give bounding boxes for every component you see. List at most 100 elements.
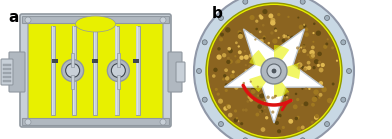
- Circle shape: [305, 88, 307, 90]
- Circle shape: [229, 59, 233, 64]
- Circle shape: [308, 88, 310, 90]
- Circle shape: [286, 99, 289, 103]
- Circle shape: [312, 32, 315, 34]
- Circle shape: [301, 104, 303, 106]
- FancyBboxPatch shape: [176, 62, 185, 82]
- Circle shape: [225, 76, 229, 81]
- Circle shape: [298, 35, 301, 37]
- Circle shape: [234, 118, 238, 122]
- Circle shape: [251, 89, 256, 94]
- Circle shape: [274, 95, 277, 98]
- Bar: [22, 16, 169, 23]
- Circle shape: [238, 32, 242, 36]
- Circle shape: [234, 55, 236, 57]
- Circle shape: [311, 103, 315, 107]
- Circle shape: [300, 0, 305, 4]
- Bar: [71, 53, 74, 66]
- Circle shape: [250, 81, 252, 83]
- Bar: [115, 26, 117, 115]
- Circle shape: [270, 20, 276, 26]
- Circle shape: [297, 62, 303, 68]
- Circle shape: [287, 36, 290, 39]
- Circle shape: [196, 69, 201, 74]
- Circle shape: [325, 121, 330, 126]
- Circle shape: [257, 104, 262, 109]
- Circle shape: [249, 35, 254, 39]
- Circle shape: [232, 78, 234, 81]
- Circle shape: [295, 39, 298, 42]
- Circle shape: [25, 17, 31, 23]
- Circle shape: [238, 45, 240, 48]
- Circle shape: [234, 85, 238, 90]
- Circle shape: [277, 13, 280, 16]
- Circle shape: [319, 81, 323, 85]
- Circle shape: [287, 16, 290, 18]
- Circle shape: [216, 54, 221, 60]
- Circle shape: [217, 47, 221, 51]
- Circle shape: [244, 55, 249, 60]
- Circle shape: [247, 94, 252, 99]
- Circle shape: [272, 110, 276, 115]
- Circle shape: [331, 46, 334, 49]
- Circle shape: [270, 31, 274, 35]
- Circle shape: [228, 113, 232, 117]
- Circle shape: [319, 93, 323, 97]
- Circle shape: [262, 9, 268, 14]
- Circle shape: [308, 77, 312, 80]
- Bar: [22, 118, 169, 125]
- Circle shape: [315, 114, 319, 118]
- Circle shape: [264, 101, 266, 103]
- Circle shape: [225, 83, 228, 86]
- Circle shape: [301, 126, 305, 129]
- Bar: [52, 59, 58, 63]
- Circle shape: [236, 59, 240, 63]
- Circle shape: [265, 116, 269, 119]
- Circle shape: [289, 119, 293, 124]
- Bar: [133, 59, 139, 63]
- Circle shape: [218, 15, 223, 20]
- Circle shape: [247, 100, 249, 103]
- Circle shape: [318, 61, 321, 64]
- Bar: [3, 76, 11, 78]
- Ellipse shape: [65, 64, 80, 78]
- Circle shape: [294, 117, 298, 120]
- Circle shape: [271, 96, 274, 99]
- Circle shape: [347, 69, 352, 74]
- Circle shape: [227, 57, 230, 60]
- Circle shape: [243, 138, 248, 139]
- Circle shape: [267, 95, 270, 99]
- Circle shape: [240, 55, 244, 60]
- Circle shape: [301, 72, 306, 77]
- Text: a: a: [8, 10, 18, 25]
- Bar: [93, 59, 98, 63]
- Circle shape: [312, 66, 316, 69]
- Circle shape: [305, 28, 308, 31]
- Circle shape: [230, 74, 235, 79]
- Circle shape: [275, 121, 279, 125]
- Wedge shape: [274, 63, 300, 79]
- Circle shape: [317, 64, 320, 67]
- Circle shape: [246, 76, 251, 82]
- Circle shape: [243, 82, 245, 84]
- Circle shape: [25, 119, 31, 125]
- Circle shape: [222, 78, 225, 81]
- Circle shape: [212, 74, 216, 78]
- Ellipse shape: [62, 59, 83, 81]
- Circle shape: [225, 27, 230, 33]
- Circle shape: [160, 119, 166, 125]
- Circle shape: [282, 105, 285, 107]
- Circle shape: [257, 86, 259, 88]
- Circle shape: [269, 13, 273, 18]
- Circle shape: [303, 75, 305, 77]
- Circle shape: [255, 20, 258, 23]
- Bar: [51, 26, 55, 115]
- Circle shape: [243, 73, 247, 77]
- Circle shape: [249, 98, 253, 102]
- Circle shape: [341, 97, 346, 102]
- Circle shape: [302, 49, 307, 53]
- Circle shape: [223, 106, 228, 111]
- Circle shape: [304, 101, 309, 106]
- Circle shape: [270, 96, 275, 101]
- Circle shape: [243, 0, 248, 4]
- Circle shape: [225, 104, 231, 109]
